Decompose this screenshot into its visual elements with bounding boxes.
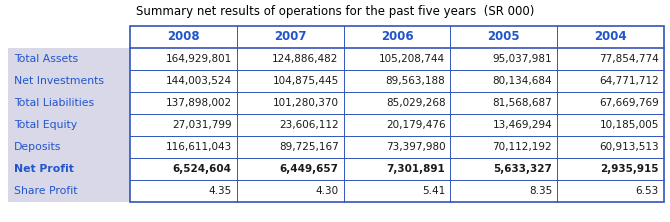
Bar (344, 92, 450, 114)
Bar (450, 180, 557, 202)
Bar (450, 158, 557, 180)
Text: 116,611,043: 116,611,043 (165, 142, 232, 152)
Text: 4.30: 4.30 (316, 186, 338, 196)
Text: Total Liabilities: Total Liabilities (14, 98, 94, 108)
Text: 70,112,192: 70,112,192 (492, 142, 552, 152)
Bar (237, 180, 344, 202)
Bar (8, 48, 130, 202)
Bar (557, 136, 664, 158)
Bar (130, 92, 237, 114)
Text: 6.53: 6.53 (636, 186, 659, 196)
Text: 104,875,445: 104,875,445 (272, 76, 338, 86)
Text: 67,669,769: 67,669,769 (599, 98, 659, 108)
Text: 5,633,327: 5,633,327 (493, 164, 552, 174)
Bar (557, 48, 664, 70)
Text: Total Assets: Total Assets (14, 54, 78, 64)
Text: 7,301,891: 7,301,891 (387, 164, 446, 174)
Bar (344, 158, 450, 180)
Bar (557, 158, 664, 180)
Bar (450, 136, 557, 158)
Text: 10,185,005: 10,185,005 (600, 120, 659, 130)
Bar (557, 92, 664, 114)
Bar (450, 26, 557, 48)
Text: 80,134,684: 80,134,684 (492, 76, 552, 86)
Bar (130, 158, 237, 180)
Bar (450, 92, 557, 114)
Text: 6,524,604: 6,524,604 (173, 164, 232, 174)
Bar (130, 180, 237, 202)
Text: 77,854,774: 77,854,774 (599, 54, 659, 64)
Bar (344, 180, 450, 202)
Bar (557, 70, 664, 92)
Bar (557, 180, 664, 202)
Text: Net Investments: Net Investments (14, 76, 104, 86)
Bar (237, 26, 344, 48)
Bar (237, 48, 344, 70)
Bar (130, 26, 237, 48)
Text: Total Equity: Total Equity (14, 120, 77, 130)
Text: 20,179,476: 20,179,476 (386, 120, 446, 130)
Bar (237, 92, 344, 114)
Bar (450, 48, 557, 70)
Bar (130, 114, 237, 136)
Bar (557, 114, 664, 136)
Text: 105,208,744: 105,208,744 (379, 54, 446, 64)
Text: 81,568,687: 81,568,687 (492, 98, 552, 108)
Text: 89,725,167: 89,725,167 (279, 142, 338, 152)
Text: 2006: 2006 (381, 30, 413, 44)
Text: 2008: 2008 (167, 30, 200, 44)
Text: 124,886,482: 124,886,482 (272, 54, 338, 64)
Text: 101,280,370: 101,280,370 (273, 98, 338, 108)
Text: 85,029,268: 85,029,268 (386, 98, 446, 108)
Text: 8.35: 8.35 (529, 186, 552, 196)
Text: 2004: 2004 (594, 30, 627, 44)
Text: 137,898,002: 137,898,002 (165, 98, 232, 108)
Text: 2007: 2007 (274, 30, 306, 44)
Bar (450, 70, 557, 92)
Bar (344, 48, 450, 70)
Text: Share Profit: Share Profit (14, 186, 78, 196)
Bar (237, 158, 344, 180)
Bar (344, 70, 450, 92)
Text: 144,003,524: 144,003,524 (165, 76, 232, 86)
Text: Deposits: Deposits (14, 142, 62, 152)
Text: Net Profit: Net Profit (14, 164, 74, 174)
Bar (130, 70, 237, 92)
Text: 95,037,981: 95,037,981 (492, 54, 552, 64)
Text: 2005: 2005 (488, 30, 520, 44)
Bar (450, 114, 557, 136)
Text: 2,935,915: 2,935,915 (600, 164, 659, 174)
Text: 5.41: 5.41 (422, 186, 446, 196)
Text: 64,771,712: 64,771,712 (599, 76, 659, 86)
Bar (237, 114, 344, 136)
Text: 73,397,980: 73,397,980 (386, 142, 446, 152)
Text: 89,563,188: 89,563,188 (386, 76, 446, 86)
Bar (344, 26, 450, 48)
Text: 60,913,513: 60,913,513 (600, 142, 659, 152)
Text: Summary net results of operations for the past five years  (SR 000): Summary net results of operations for th… (136, 6, 534, 18)
Bar (130, 48, 237, 70)
Text: 6,449,657: 6,449,657 (279, 164, 338, 174)
Bar (237, 136, 344, 158)
Text: 27,031,799: 27,031,799 (172, 120, 232, 130)
Bar (344, 136, 450, 158)
Text: 23,606,112: 23,606,112 (279, 120, 338, 130)
Text: 4.35: 4.35 (208, 186, 232, 196)
Bar (130, 136, 237, 158)
Text: 164,929,801: 164,929,801 (165, 54, 232, 64)
Bar (344, 114, 450, 136)
Bar (130, 26, 664, 202)
Bar (557, 26, 664, 48)
Bar (237, 70, 344, 92)
Text: 13,469,294: 13,469,294 (492, 120, 552, 130)
